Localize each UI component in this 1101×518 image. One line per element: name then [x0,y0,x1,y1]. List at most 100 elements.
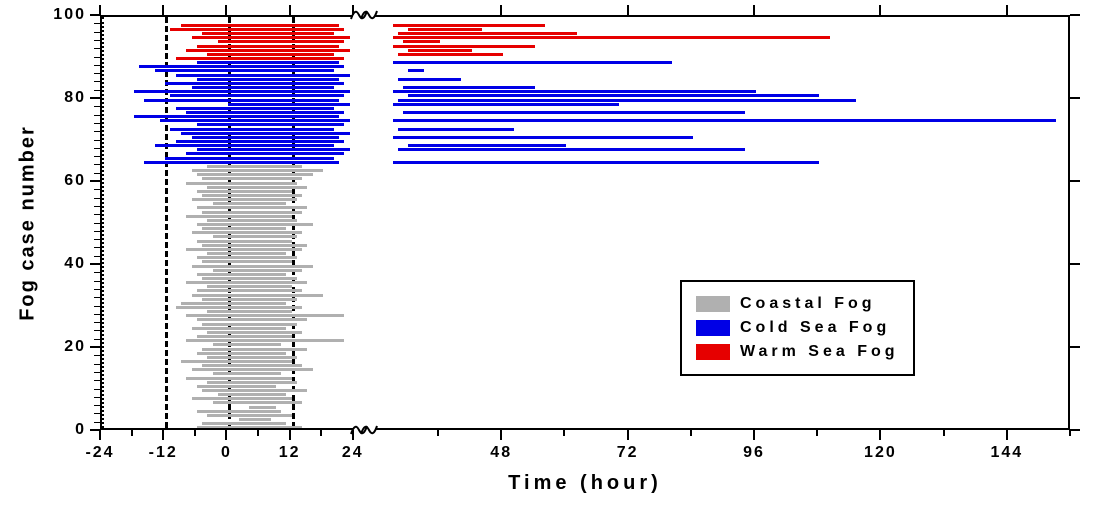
vline-dotted [102,17,104,428]
fog-bar-coastal [202,364,302,367]
y-minor-tick [94,247,100,248]
x-minor-tick [690,430,692,436]
fog-bar-coastal [192,169,324,172]
y-minor-tick [94,73,100,74]
fog-bar-cold [197,123,344,126]
y-tick-label: 40 [64,255,86,273]
fog-bar-cold [398,148,746,151]
fog-bar-coastal [239,418,271,421]
fog-bar-cold [393,61,672,64]
fog-bar-coastal [197,335,292,338]
fog-bar-warm [176,57,345,60]
x-tick [352,430,354,440]
y-tick-label: 60 [64,172,86,190]
fog-bar-cold [186,111,344,114]
fog-bar-cold [192,136,339,139]
fog-bar-cold [398,99,856,102]
fog-bar-coastal [181,360,292,363]
fog-bar-warm [197,45,339,48]
y-minor-tick [94,223,100,224]
x-tick [289,5,291,15]
x-tick-label: 48 [490,444,512,462]
fog-bar-coastal [197,173,313,176]
y-tick [1070,97,1080,99]
x-axis-title: Time (hour) [508,472,662,495]
y-minor-tick [94,164,100,165]
x-tick-label: 144 [990,444,1023,462]
fog-bar-warm [393,45,535,48]
fog-duration-chart: -24-1201224487296120144020406080100Time … [0,0,1101,518]
fog-bar-coastal [213,269,303,272]
x-minor-tick [943,430,945,436]
y-tick [1070,346,1080,348]
y-minor-tick [94,372,100,373]
legend-item: Warm Sea Fog [696,340,899,364]
fog-bar-cold [160,119,350,122]
fog-bar-coastal [197,206,308,209]
y-minor-tick [94,206,100,207]
y-tick [90,346,100,348]
legend: Coastal FogCold Sea FogWarm Sea Fog [680,280,915,376]
y-tick [90,97,100,99]
x-tick [879,430,881,440]
fog-bar-cold [393,161,820,164]
fog-bar-warm [170,28,344,31]
fog-bar-coastal [186,248,302,251]
y-minor-tick [94,40,100,41]
y-minor-tick [94,189,100,190]
fog-bar-warm [192,36,350,39]
y-tick-label: 0 [75,421,86,439]
fog-bar-coastal [207,310,291,313]
y-minor-tick [94,330,100,331]
fog-bar-coastal [202,194,302,197]
fog-bar-warm [398,32,577,35]
x-tick [1006,5,1008,15]
fog-bar-coastal [202,323,297,326]
fog-bar-coastal [181,302,286,305]
fog-bar-warm [186,49,349,52]
vline-dashed [165,17,168,428]
fog-bar-coastal [197,426,302,428]
fog-bar-cold [155,69,334,72]
fog-bar-cold [170,128,333,131]
x-tick [99,430,101,440]
fog-bar-coastal [197,289,302,292]
fog-bar-coastal [202,177,302,180]
fog-bar-coastal [186,182,297,185]
fog-bar-coastal [202,422,286,425]
y-minor-tick [94,23,100,24]
y-minor-tick [94,322,100,323]
fog-bar-coastal [207,219,297,222]
fog-bar-cold [398,78,461,81]
fog-bar-warm [218,40,344,43]
fog-bar-coastal [213,372,281,375]
x-tick-label: 120 [864,444,897,462]
y-tick [1070,429,1080,431]
y-minor-tick [94,355,100,356]
y-minor-tick [94,272,100,273]
y-minor-tick [94,405,100,406]
plot-area [100,15,1070,430]
fog-bar-coastal [202,389,307,392]
fog-bar-coastal [197,240,292,243]
y-minor-tick [94,32,100,33]
fog-bar-cold [155,144,334,147]
fog-bar-coastal [202,298,297,301]
fog-bar-cold [393,119,1057,122]
x-tick [627,5,629,15]
x-tick-label: 72 [617,444,639,462]
fog-bar-cold [228,103,349,106]
x-tick [627,430,629,440]
legend-item: Cold Sea Fog [696,316,899,340]
fog-bar-coastal [249,406,275,409]
y-minor-tick [94,131,100,132]
x-tick [500,430,502,440]
x-tick-label: 0 [221,444,232,462]
fog-bar-cold [197,148,350,151]
y-minor-tick [94,397,100,398]
x-minor-tick [131,430,133,436]
y-minor-tick [94,115,100,116]
fog-bar-cold [134,115,339,118]
fog-bar-cold [393,90,756,93]
fog-bar-warm [398,53,503,56]
